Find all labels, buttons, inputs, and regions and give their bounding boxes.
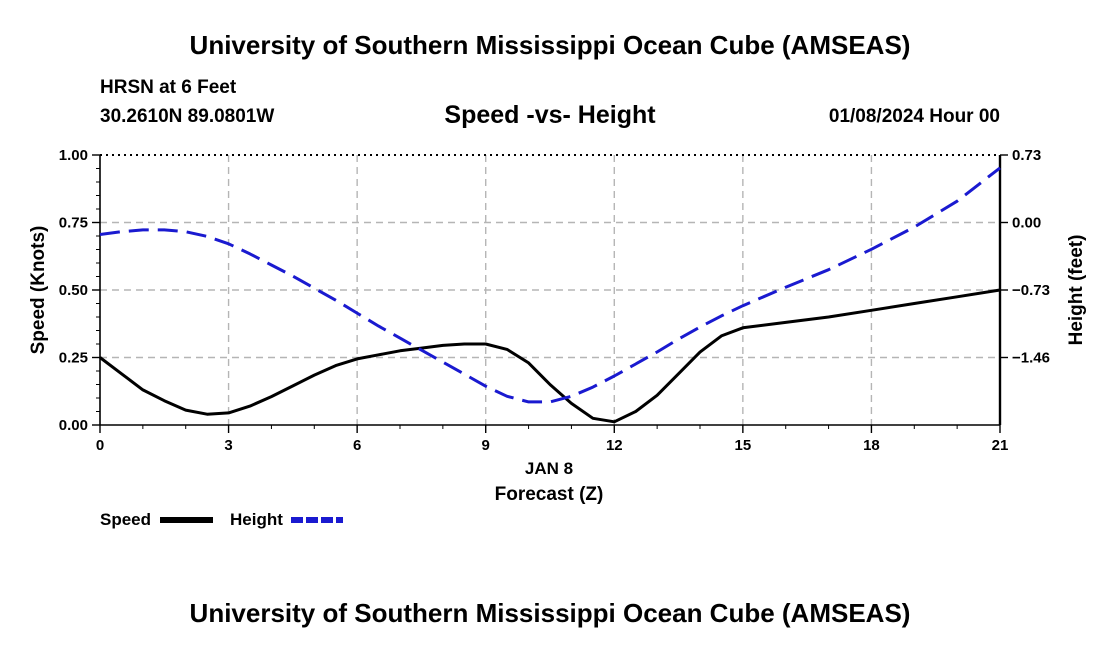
x-tick-label: 0 [96, 437, 104, 454]
y-right-tick-label: −0.73 [1012, 282, 1050, 299]
grid [100, 155, 1000, 425]
series-line-height [99, 166, 1001, 404]
page-title: University of Southern Mississippi Ocean… [189, 30, 911, 60]
y-left-axis-label: Speed (Knots) [28, 226, 49, 355]
x-tick-label: 18 [863, 437, 880, 454]
y-left-tick-label: 0.00 [59, 417, 88, 434]
forecast-datetime: 01/08/2024 Hour 00 [828, 106, 1000, 127]
station-label: HRSN at 6 Feet [100, 77, 237, 98]
y-right-tick-label: 0.00 [1012, 215, 1041, 232]
legend-label-speed: Speed [100, 510, 151, 529]
series-line-speed [99, 288, 1001, 424]
x-tick-label: 21 [992, 437, 1009, 454]
y-right-axis-label: Height (feet) [1066, 235, 1087, 346]
x-date-label: JAN 8 [525, 459, 573, 478]
series [99, 166, 1001, 424]
x-axis-label: Forecast (Z) [495, 484, 604, 505]
x-tick-label: 15 [735, 437, 752, 454]
coordinates-label: 30.2610N 89.0801W [100, 106, 275, 127]
y-left-tick-label: 0.50 [59, 282, 88, 299]
y-left-tick-label: 0.75 [59, 215, 88, 232]
legend: Speed Height [100, 510, 343, 529]
y-right-tick-label: −1.46 [1012, 350, 1050, 367]
y-left-tick-label: 1.00 [59, 147, 88, 164]
x-tick-label: 3 [224, 437, 232, 454]
legend-label-height: Height [230, 510, 283, 529]
axes: 0 3 6 9 12 15 18 21 0.00 0.25 0.50 0.75 1.00 −1.46 −0.… [59, 147, 1050, 454]
x-tick-label: 6 [353, 437, 361, 454]
footer-title: University of Southern Mississippi Ocean… [189, 598, 911, 628]
y-right-tick-label: 0.73 [1012, 147, 1041, 164]
x-tick-label: 12 [606, 437, 623, 454]
y-left-tick-label: 0.25 [59, 350, 88, 367]
chart-title: Speed -vs- Height [444, 101, 656, 129]
x-tick-label: 9 [482, 437, 490, 454]
